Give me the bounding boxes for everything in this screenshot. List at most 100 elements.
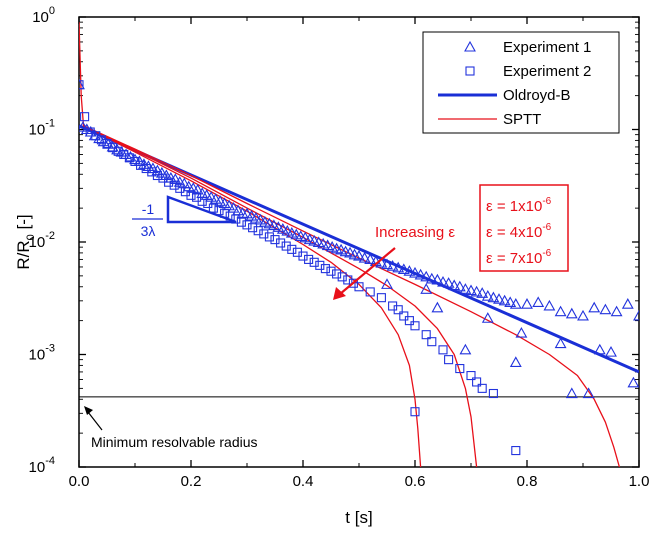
square-marker xyxy=(404,316,414,326)
triangle-marker xyxy=(160,169,173,181)
square-marker xyxy=(248,223,258,233)
y-axis-label: R/R0 [-] xyxy=(14,214,37,269)
square-marker xyxy=(332,269,342,279)
triangle-marker xyxy=(610,305,623,317)
triangle-marker xyxy=(106,140,119,152)
sptt-curve xyxy=(79,22,422,467)
square-marker xyxy=(309,257,319,267)
triangle-marker xyxy=(621,298,634,309)
triangle-marker xyxy=(254,213,267,225)
square-marker xyxy=(320,264,330,274)
triangle-marker xyxy=(364,253,377,264)
triangle-marker xyxy=(448,279,461,291)
x-tick-label: 0.8 xyxy=(517,473,538,490)
triangle-marker xyxy=(431,273,444,285)
triangle-marker xyxy=(582,387,595,399)
square-marker xyxy=(236,217,246,227)
legend-label: SPTT xyxy=(503,111,541,128)
epsilon-value-2: ε = 4x10-6 xyxy=(486,222,552,241)
triangle-marker xyxy=(593,343,606,355)
triangle-marker xyxy=(214,195,227,206)
triangle-marker xyxy=(151,164,164,176)
square-marker xyxy=(444,355,454,365)
square-marker xyxy=(242,220,252,230)
y-tick-label: 10-2 xyxy=(29,230,55,251)
square-marker xyxy=(276,238,286,248)
triangle-marker xyxy=(627,376,639,388)
triangle-marker xyxy=(515,326,528,338)
plot-area xyxy=(79,22,639,467)
x-tick-label: 0.2 xyxy=(181,473,202,490)
triangle-marker xyxy=(481,290,494,301)
square-marker xyxy=(337,272,347,282)
triangle-marker xyxy=(358,251,371,263)
legend-label: Oldroyd-B xyxy=(503,87,571,104)
square-marker xyxy=(253,226,263,236)
square-marker xyxy=(511,446,521,456)
epsilon-exponent-2: -6 xyxy=(542,222,551,233)
square-marker xyxy=(438,345,448,355)
legend: Experiment 1 Experiment 2 Oldroyd-B SPTT xyxy=(422,31,620,134)
triangle-marker xyxy=(437,275,449,287)
triangle-marker xyxy=(565,307,578,319)
triangle-marker xyxy=(442,277,455,288)
square-marker xyxy=(270,235,280,245)
triangle-marker xyxy=(209,193,222,204)
triangle-marker xyxy=(476,287,489,298)
increasing-arrow-head xyxy=(333,287,346,300)
slope-numerator: -1 xyxy=(142,201,155,217)
square-marker xyxy=(304,254,314,264)
triangle-marker xyxy=(381,258,393,270)
triangle-marker xyxy=(97,135,110,147)
triangle-marker xyxy=(386,260,399,271)
square-marker xyxy=(259,229,269,239)
square-marker xyxy=(203,198,213,209)
triangle-marker xyxy=(392,261,405,273)
epsilon-value-1: ε = 1x10-6 xyxy=(486,196,552,215)
triangle-marker xyxy=(470,285,483,297)
triangle-marker xyxy=(509,356,522,367)
square-marker xyxy=(393,305,403,315)
triangle-marker xyxy=(353,249,365,261)
y-tick-label: 10-4 xyxy=(29,455,55,476)
square-marker xyxy=(365,287,375,297)
square-marker xyxy=(354,282,364,292)
triangle-marker xyxy=(532,296,545,308)
triangle-marker xyxy=(633,309,639,321)
y-tick-label: 100 xyxy=(32,5,55,26)
x-tick-label: 1.0 xyxy=(629,473,650,490)
triangle-marker xyxy=(79,78,85,90)
square-marker xyxy=(472,377,482,387)
square-marker xyxy=(399,311,409,321)
axis-ticks: 0.0 0.2 0.4 0.6 0.8 1.0 100 10-1 10-2 10-3 10-4 xyxy=(29,5,650,490)
triangle-marker xyxy=(588,301,601,313)
triangle-marker xyxy=(381,278,393,289)
triangle-marker xyxy=(565,387,578,399)
triangle-marker xyxy=(498,294,511,306)
square-marker xyxy=(152,170,162,181)
square-marker xyxy=(410,407,420,417)
x-tick-label: 0.6 xyxy=(405,473,426,490)
x-tick-label: 0.0 xyxy=(69,473,90,490)
square-marker xyxy=(466,370,476,381)
triangle-marker xyxy=(459,283,472,294)
triangle-marker xyxy=(414,268,427,280)
square-marker xyxy=(80,112,90,122)
triangle-marker xyxy=(493,293,505,304)
epsilon-exponent-3: -6 xyxy=(542,248,551,259)
y-axis-label-subscript: 0 xyxy=(25,234,37,240)
square-marker xyxy=(169,180,179,190)
square-marker xyxy=(208,203,218,213)
square-marker xyxy=(465,66,475,76)
min-radius-label: Minimum resolvable radius xyxy=(91,434,258,450)
legend-label: Experiment 1 xyxy=(503,39,591,56)
square-marker xyxy=(315,260,325,270)
square-marker xyxy=(186,190,196,200)
x-axis-label: t [s] xyxy=(345,508,372,527)
triangle-marker xyxy=(554,305,567,317)
sptt-curve xyxy=(83,125,478,467)
triangle-marker xyxy=(543,299,556,311)
square-marker xyxy=(477,383,487,393)
square-marker xyxy=(79,80,84,90)
